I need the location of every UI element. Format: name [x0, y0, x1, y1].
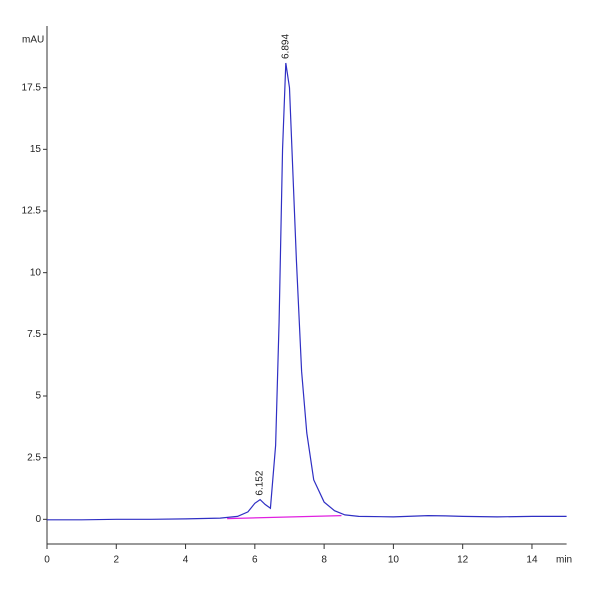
peak-label: 6.152: [255, 470, 266, 495]
y-tick-label: 0: [35, 514, 41, 525]
y-tick-label: 7.5: [27, 329, 41, 340]
y-tick-label: 15: [30, 144, 42, 155]
peak-label: 6.894: [280, 34, 291, 59]
trace: [227, 515, 342, 520]
y-axis-label: mAU: [22, 35, 44, 46]
x-tick-label: 10: [388, 555, 400, 566]
x-tick-label: 0: [44, 555, 50, 566]
x-tick-label: 14: [526, 555, 538, 566]
y-tick-label: 12.5: [22, 206, 42, 217]
x-tick-label: 2: [113, 555, 119, 566]
x-tick-label: 6: [252, 555, 258, 566]
y-tick-label: 17.5: [22, 82, 42, 93]
x-tick-label: 4: [183, 555, 189, 566]
y-tick-label: 5: [35, 391, 41, 402]
y-tick-label: 2.5: [27, 452, 41, 463]
trace: [47, 62, 567, 521]
x-tick-label: 8: [321, 555, 327, 566]
x-axis-label: min: [556, 555, 572, 566]
x-tick-label: 12: [457, 555, 469, 566]
y-tick-label: 10: [30, 267, 42, 278]
